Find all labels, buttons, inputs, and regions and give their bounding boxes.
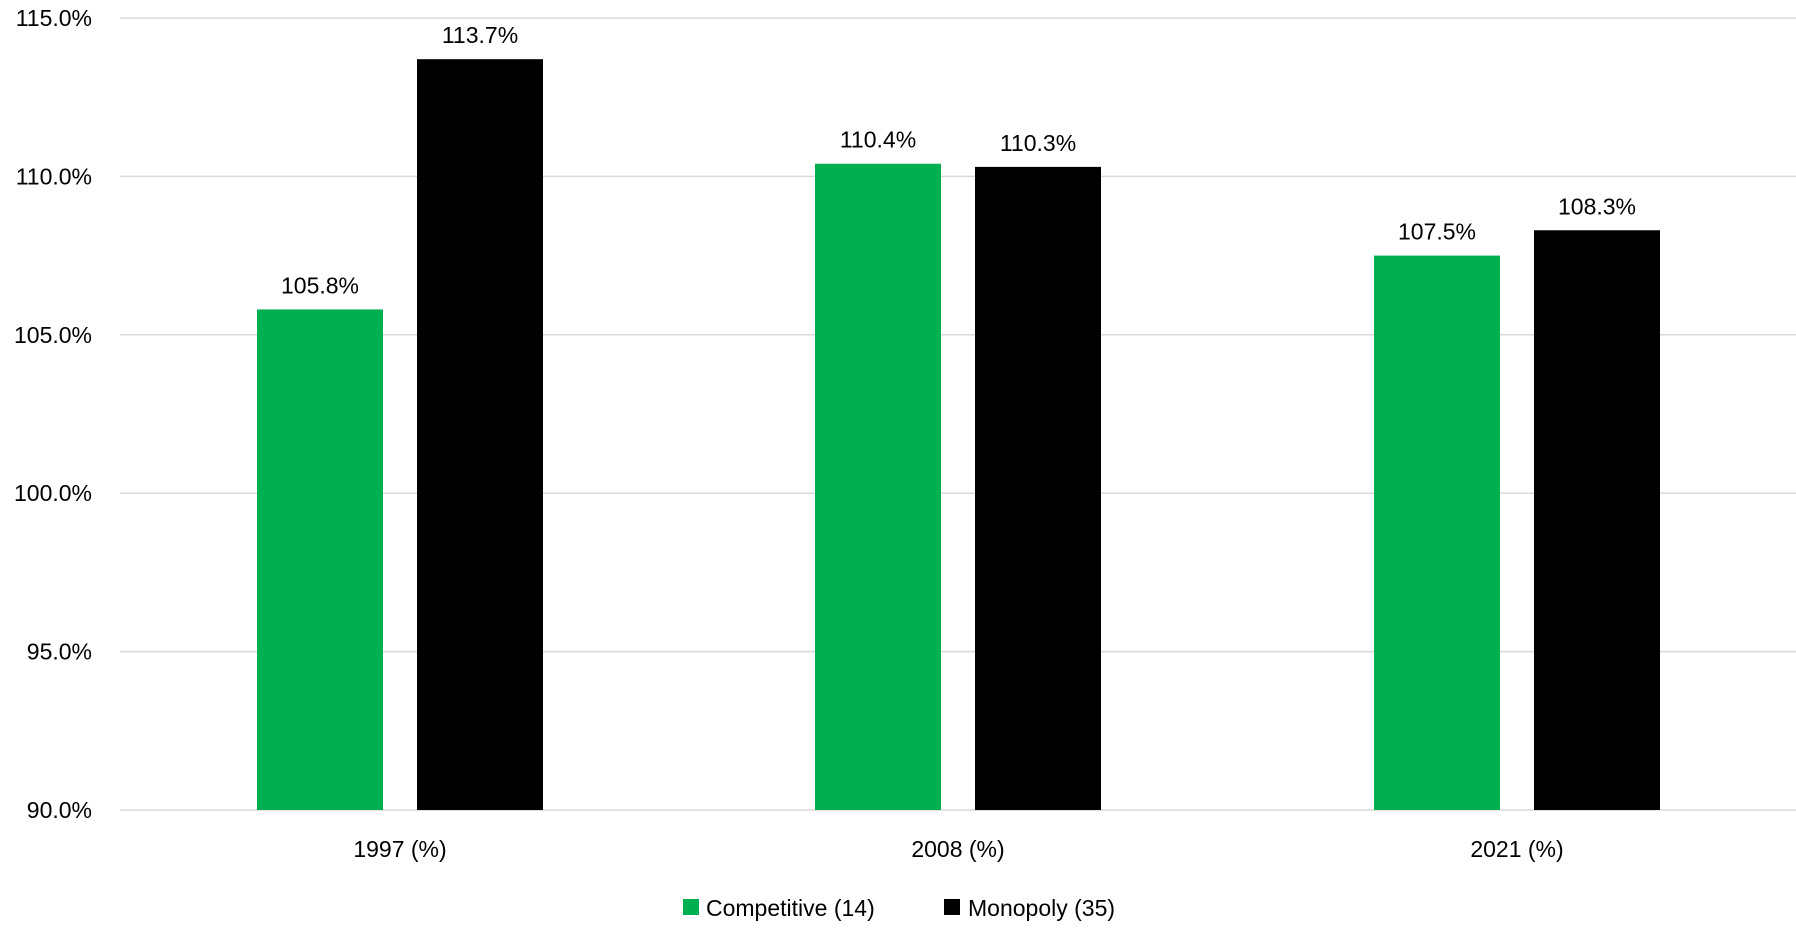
data-label: 108.3% xyxy=(1558,193,1636,219)
y-tick-label: 115.0% xyxy=(16,5,92,31)
data-label: 110.3% xyxy=(1000,130,1076,156)
y-tick-label: 100.0% xyxy=(14,480,92,506)
bar-monopoly-2 xyxy=(1534,230,1660,811)
bar-competitive-1 xyxy=(815,163,941,810)
bar-monopoly-1 xyxy=(975,166,1101,810)
gridlines xyxy=(120,17,1796,811)
bars xyxy=(257,59,1660,811)
legend: Competitive (14) Monopoly (35) xyxy=(683,895,1115,921)
x-tick-label: 2008 (%) xyxy=(911,836,1004,862)
data-label: 113.7% xyxy=(442,22,518,48)
data-label: 107.5% xyxy=(1398,219,1476,245)
y-tick-label: 90.0% xyxy=(27,797,92,823)
bar-competitive-0 xyxy=(257,309,383,810)
y-tick-label: 95.0% xyxy=(27,639,92,665)
y-tick-label: 110.0% xyxy=(16,163,92,189)
legend-item-competitive: Competitive (14) xyxy=(683,895,875,921)
data-label: 105.8% xyxy=(281,272,359,298)
x-axis-tick-labels: 1997 (%) 2008 (%) 2021 (%) xyxy=(353,836,1563,862)
data-labels: 105.8% 110.4% 107.5% 113.7% 110.3% 108.3% xyxy=(281,22,1636,298)
legend-label: Monopoly (35) xyxy=(968,895,1115,921)
bar-monopoly-0 xyxy=(417,59,543,810)
legend-label: Competitive (14) xyxy=(706,895,875,921)
legend-swatch xyxy=(944,899,960,915)
data-label: 110.4% xyxy=(840,127,916,153)
y-tick-label: 105.0% xyxy=(14,322,92,348)
y-axis-tick-labels: 90.0% 95.0% 100.0% 105.0% 110.0% 115.0% xyxy=(14,5,92,823)
legend-item-monopoly: Monopoly (35) xyxy=(944,895,1115,921)
x-tick-label: 1997 (%) xyxy=(353,836,446,862)
bar-competitive-2 xyxy=(1374,255,1500,811)
legend-swatch xyxy=(683,899,699,915)
x-tick-label: 2021 (%) xyxy=(1470,836,1563,862)
